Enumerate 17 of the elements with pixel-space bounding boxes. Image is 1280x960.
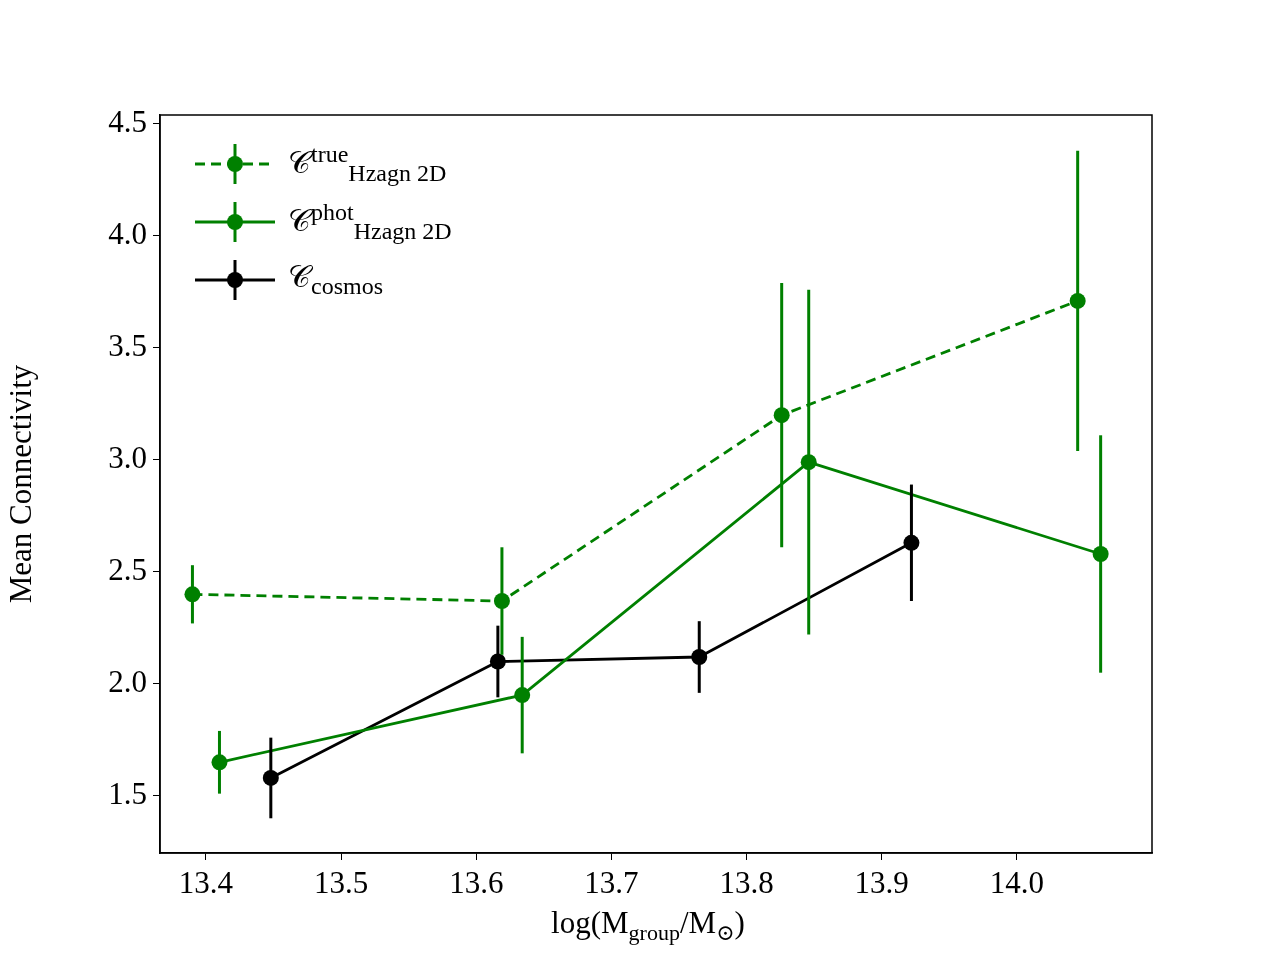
- y-axis-title: Mean Connectivity: [2, 364, 38, 604]
- x-tick-label: 14.0: [989, 864, 1044, 900]
- y-tick-label: 4.0: [108, 216, 147, 252]
- x-tick-label: 13.7: [584, 864, 639, 900]
- y-tick-label: 2.5: [108, 552, 147, 588]
- x-axis-title: log(M$_{group}$/M$_{⊙}$): [550, 905, 746, 947]
- x-tick-label: 13.5: [313, 864, 369, 900]
- y-tick-label: 3.0: [108, 440, 147, 476]
- y-tick-label: 4.5: [108, 104, 147, 140]
- y-tick-label: 1.5: [108, 776, 147, 812]
- y-tick-label: 3.5: [108, 328, 147, 364]
- y-tick-label: 2.0: [108, 664, 147, 700]
- x-tick-label: 13.4: [178, 864, 234, 900]
- x-tick-label: 13.8: [719, 864, 774, 900]
- x-tick-label: 13.9: [854, 864, 909, 900]
- legend-label: 𝒞$_{cosmos}$: [288, 259, 383, 301]
- x-tick-label: 13.6: [449, 864, 504, 900]
